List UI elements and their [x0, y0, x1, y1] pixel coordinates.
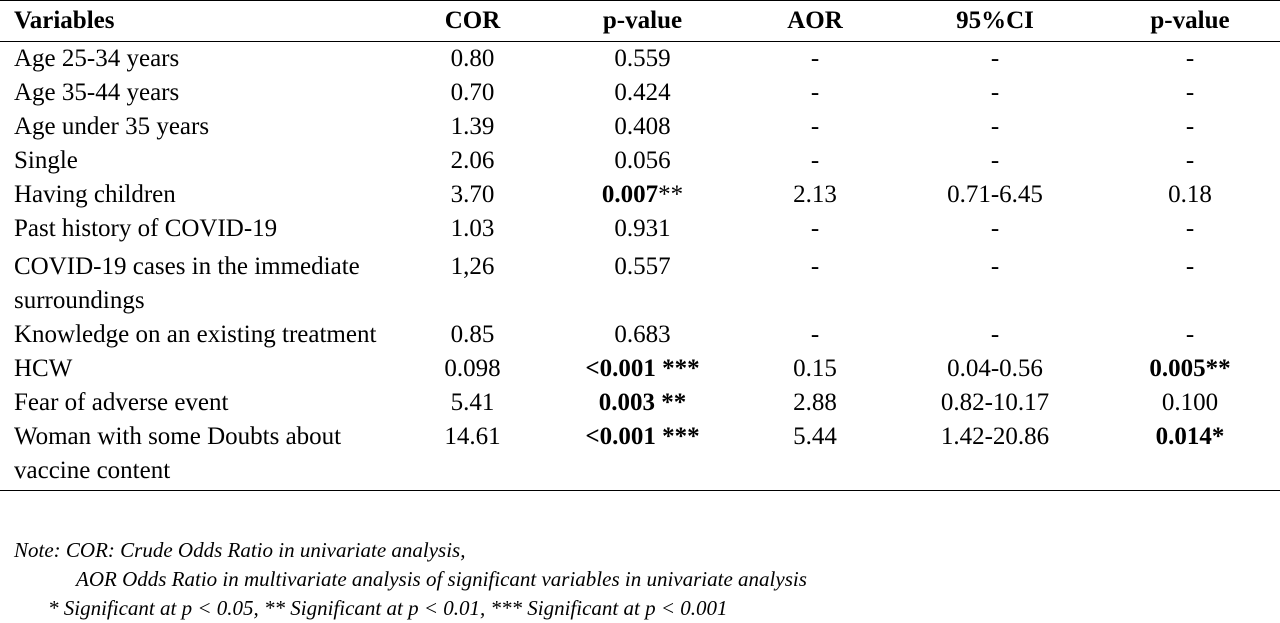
cell-cor: 1,26: [450, 253, 495, 280]
cell-ci: -: [990, 215, 1000, 242]
cell-ci: -: [990, 321, 1000, 348]
cell-aor: 5.44: [740, 420, 890, 491]
cell-aor: 2.13: [793, 181, 837, 208]
cell-p-value-adj: -: [1185, 253, 1195, 280]
cell-cor: 0.85: [450, 321, 495, 348]
table-note: Note: COR: Crude Odds Ratio in univariat…: [0, 536, 1280, 623]
cell-aor: -: [810, 215, 820, 242]
header-row: Variables COR p-value AOR 95%CI p-value: [0, 0, 1280, 42]
cell-variable: Past history of COVID-19: [14, 215, 278, 242]
cell-p-value-adj: -: [1185, 147, 1195, 174]
cell-aor: -: [810, 79, 820, 106]
table-row: COVID-19 cases in the immediate surround…: [0, 246, 1280, 318]
table-row: Age 25-34 years 0.80 0.559 - - -: [0, 42, 1280, 77]
header-aor: AOR: [740, 0, 890, 42]
cell-variable: Fear of adverse event: [14, 389, 229, 416]
cell-p-value: 0.424: [614, 79, 671, 106]
table-row: Having children 3.70 0.007** 2.13 0.71-6…: [0, 178, 1280, 212]
cell-cor: 2.06: [450, 147, 495, 174]
significant-value: 0.007: [601, 181, 659, 208]
cell-p-value: 0.007**: [545, 178, 740, 212]
cell-variable: HCW: [14, 355, 73, 382]
cell-variable: Age 35-44 years: [14, 79, 180, 106]
cell-p-value: 0.056: [614, 147, 671, 174]
note-line-aor: AOR Odds Ratio in multivariate analysis …: [76, 567, 807, 591]
table-row: Age 35-44 years 0.70 0.424 - - -: [0, 76, 1280, 110]
cell-ci: -: [990, 147, 1000, 174]
cell-cor: 5.41: [450, 389, 495, 416]
cell-cor: 0.098: [444, 355, 501, 382]
cell-variable: Woman with some Doubts about vaccine con…: [0, 420, 400, 491]
header-cor: COR: [400, 0, 545, 42]
cell-p-value-adj: -: [1185, 215, 1195, 242]
cell-aor: -: [810, 113, 820, 140]
cell-variable: Having children: [14, 181, 176, 208]
header-95ci: 95%CI: [890, 0, 1100, 42]
cell-variable: Age under 35 years: [14, 113, 210, 140]
cell-ci: 0.04-0.56: [947, 355, 1043, 382]
cell-p-value-adj: -: [1185, 79, 1195, 106]
cell-p-value-adj: 0.005**: [1149, 355, 1231, 382]
cell-cor: 3.70: [450, 181, 495, 208]
cell-p-value: 0.683: [614, 321, 671, 348]
table-row: Woman with some Doubts about vaccine con…: [0, 420, 1280, 491]
cell-variable: Knowledge on an existing treatment: [14, 321, 377, 348]
cell-p-value-adj: -: [1185, 321, 1195, 348]
cell-p-value-adj: 0.100: [1161, 389, 1219, 416]
table-row: Age under 35 years 1.39 0.408 - - -: [0, 110, 1280, 144]
cell-p-value: <0.001 ***: [545, 420, 740, 491]
cell-p-value: 0.003 **: [598, 389, 687, 416]
cell-p-value-adj: -: [1185, 45, 1195, 72]
header-variables: Variables: [0, 0, 400, 42]
header-p-value-univariate: p-value: [545, 0, 740, 42]
cell-aor: -: [810, 321, 820, 348]
cell-cor: 0.70: [450, 79, 495, 106]
cell-ci: -: [990, 79, 1000, 106]
cell-variable: Single: [14, 147, 78, 174]
cell-aor: 0.15: [793, 355, 837, 382]
cell-aor: -: [810, 45, 820, 72]
cell-p-value-adj: -: [1185, 113, 1195, 140]
cell-ci: -: [990, 253, 1000, 280]
table-row: Past history of COVID-19 1.03 0.931 - - …: [0, 212, 1280, 246]
header-p-value-multivariate: p-value: [1100, 0, 1280, 42]
cell-p-value: <0.001 ***: [585, 355, 700, 382]
cell-aor: -: [810, 147, 820, 174]
cell-ci: -: [990, 113, 1000, 140]
table-row: Fear of adverse event 5.41 0.003 ** 2.88…: [0, 386, 1280, 420]
cell-p-value: 0.557: [614, 253, 671, 280]
table-row: Knowledge on an existing treatment 0.85 …: [0, 318, 1280, 352]
cell-variable: Age 25-34 years: [14, 45, 180, 72]
regression-table: Variables COR p-value AOR 95%CI p-value …: [0, 0, 1280, 491]
note-line-significance: * Significant at p < 0.05, ** Significan…: [48, 596, 728, 620]
cell-ci: -: [990, 45, 1000, 72]
cell-p-value: 0.559: [614, 45, 671, 72]
cell-cor: 14.61: [400, 420, 545, 491]
cell-cor: 1.03: [450, 215, 495, 242]
cell-ci: 1.42-20.86: [890, 420, 1100, 491]
cell-ci: 0.82-10.17: [940, 389, 1050, 416]
cell-cor: 0.80: [450, 45, 495, 72]
significance-stars: **: [658, 181, 684, 208]
cell-cor: 1.39: [450, 113, 495, 140]
cell-variable: COVID-19 cases in the immediate surround…: [14, 253, 360, 314]
cell-p-value: 0.408: [614, 113, 671, 140]
cell-aor: -: [810, 253, 820, 280]
cell-p-value: 0.931: [614, 215, 671, 242]
table-row: HCW 0.098 <0.001 *** 0.15 0.04-0.56 0.00…: [0, 352, 1280, 386]
cell-p-value-adj: 0.014*: [1100, 420, 1280, 491]
cell-ci: 0.71-6.45: [947, 181, 1043, 208]
cell-aor: 2.88: [793, 389, 837, 416]
table-row: Single 2.06 0.056 - - -: [0, 144, 1280, 178]
note-line-cor: Note: COR: Crude Odds Ratio in univariat…: [14, 538, 466, 562]
cell-p-value-adj: 0.18: [1168, 181, 1212, 208]
